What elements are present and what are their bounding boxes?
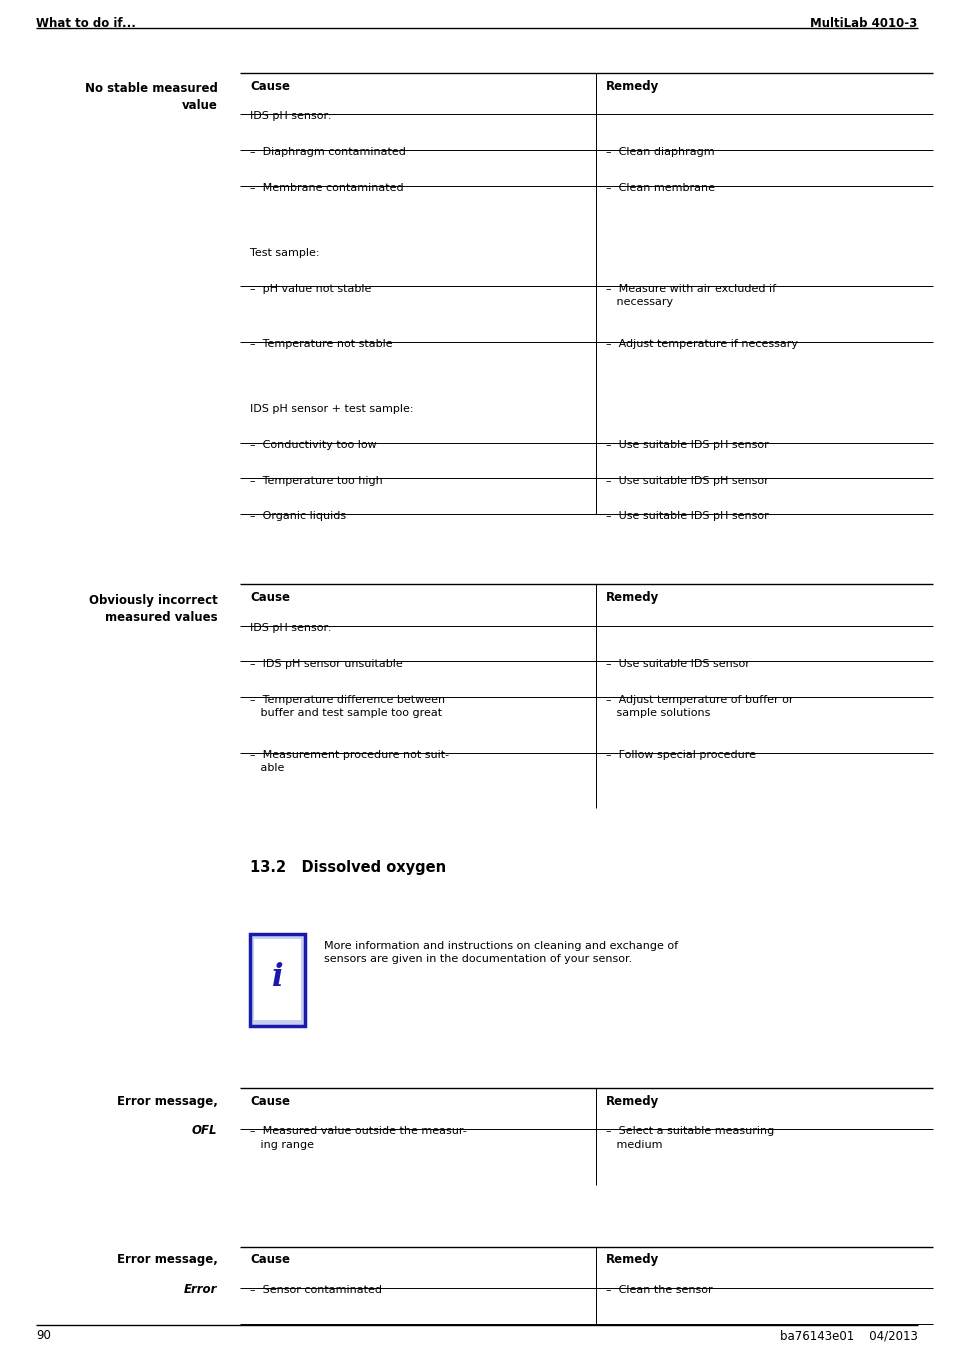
Text: Cause: Cause	[250, 1094, 290, 1108]
Text: Remedy: Remedy	[605, 592, 659, 604]
Text: Cause: Cause	[250, 1254, 290, 1266]
Text: –  Use suitable IDS pH sensor: – Use suitable IDS pH sensor	[605, 476, 768, 485]
Text: –  Measure with air excluded if
   necessary: – Measure with air excluded if necessary	[605, 284, 775, 307]
Text: Obviously incorrect
measured values: Obviously incorrect measured values	[89, 594, 217, 624]
Text: i: i	[272, 962, 283, 993]
Text: –  pH value not stable: – pH value not stable	[250, 284, 371, 293]
Text: ba76143e01    04/2013: ba76143e01 04/2013	[779, 1329, 917, 1343]
Text: IDS pH sensor:: IDS pH sensor:	[250, 112, 331, 122]
Text: –  Use suitable IDS pH sensor: – Use suitable IDS pH sensor	[605, 440, 768, 450]
Text: Error: Error	[184, 1283, 217, 1296]
Text: –  Temperature too high: – Temperature too high	[250, 476, 382, 485]
Text: –  Conductivity too low: – Conductivity too low	[250, 440, 376, 450]
Text: –  Clean the sensor: – Clean the sensor	[605, 1285, 712, 1296]
Text: Remedy: Remedy	[605, 80, 659, 93]
Text: No stable measured
value: No stable measured value	[85, 82, 217, 112]
Text: Error message,: Error message,	[116, 1254, 217, 1266]
Text: –  Select a suitable measuring
   medium: – Select a suitable measuring medium	[605, 1127, 773, 1150]
Text: Test sample:: Test sample:	[250, 249, 319, 258]
Text: –  Clean diaphragm: – Clean diaphragm	[605, 147, 714, 157]
Text: –  Adjust temperature of buffer or
   sample solutions: – Adjust temperature of buffer or sample…	[605, 694, 793, 717]
Text: –  Clean membrane: – Clean membrane	[605, 184, 714, 193]
Text: Error message,: Error message,	[116, 1094, 217, 1108]
Text: –  Membrane contaminated: – Membrane contaminated	[250, 184, 403, 193]
Text: IDS pH sensor + test sample:: IDS pH sensor + test sample:	[250, 404, 413, 413]
Text: –  Sensor contaminated: – Sensor contaminated	[250, 1285, 381, 1296]
Text: More information and instructions on cleaning and exchange of
sensors are given : More information and instructions on cle…	[324, 940, 678, 963]
Text: –  Temperature difference between
   buffer and test sample too great: – Temperature difference between buffer …	[250, 694, 445, 717]
Text: –  Adjust temperature if necessary: – Adjust temperature if necessary	[605, 339, 797, 349]
Text: Remedy: Remedy	[605, 1254, 659, 1266]
Text: OFL: OFL	[192, 1124, 217, 1138]
Text: –  Temperature not stable: – Temperature not stable	[250, 339, 393, 349]
Text: –  Use suitable IDS sensor: – Use suitable IDS sensor	[605, 659, 749, 669]
Text: Cause: Cause	[250, 592, 290, 604]
Text: –  Follow special procedure: – Follow special procedure	[605, 750, 755, 761]
Text: MultiLab 4010-3: MultiLab 4010-3	[810, 18, 917, 30]
Text: –  Diaphragm contaminated: – Diaphragm contaminated	[250, 147, 405, 157]
Text: –  Organic liquids: – Organic liquids	[250, 512, 346, 521]
Text: –  Use suitable IDS pH sensor: – Use suitable IDS pH sensor	[605, 512, 768, 521]
Text: 13.2   Dissolved oxygen: 13.2 Dissolved oxygen	[250, 859, 446, 874]
Text: IDS pH sensor:: IDS pH sensor:	[250, 623, 331, 632]
Text: 90: 90	[36, 1329, 51, 1343]
Text: –  Measured value outside the measur-
   ing range: – Measured value outside the measur- ing…	[250, 1127, 466, 1150]
Text: What to do if...: What to do if...	[36, 18, 136, 30]
Text: Cause: Cause	[250, 80, 290, 93]
Bar	[253, 939, 301, 1020]
Text: Remedy: Remedy	[605, 1094, 659, 1108]
Text: –  Measurement procedure not suit-
   able: – Measurement procedure not suit- able	[250, 750, 449, 773]
Text: –  IDS pH sensor unsuitable: – IDS pH sensor unsuitable	[250, 659, 402, 669]
Bar	[250, 934, 305, 1025]
